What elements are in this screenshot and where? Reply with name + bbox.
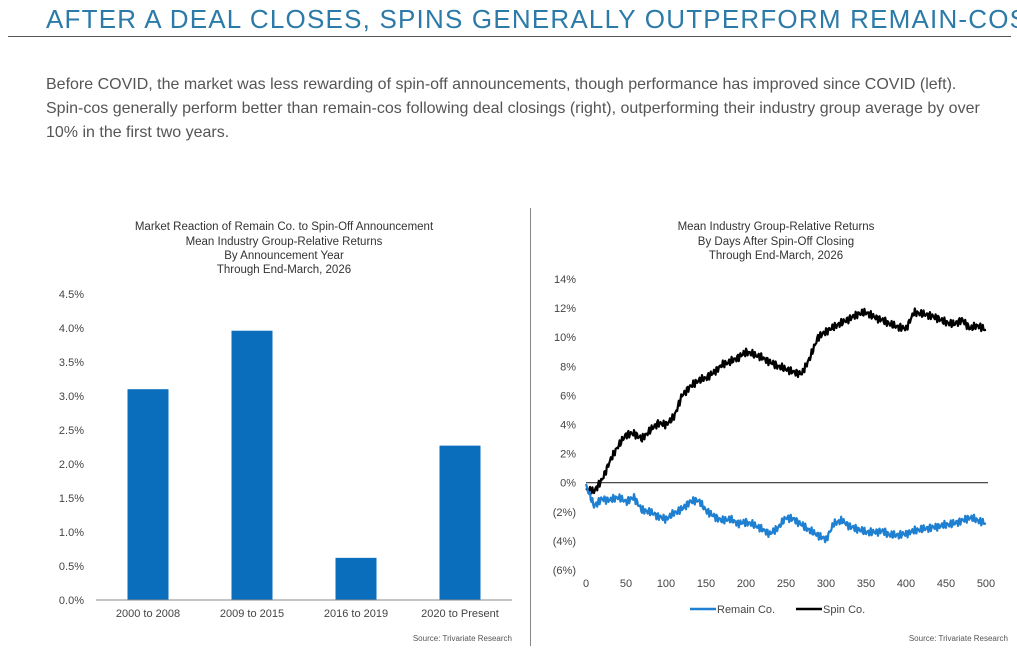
line-y-tick-label: 8%	[560, 361, 576, 373]
bar-y-tick-label: 0.5%	[59, 561, 84, 573]
bar-y-tick-label: 1.0%	[59, 527, 84, 539]
bar-2	[231, 330, 273, 600]
line-chart-title-line-2: By Days After Spin-Off Closing	[698, 236, 854, 248]
bar-chart-title-line-2: Mean Industry Group-Relative Returns	[186, 236, 383, 248]
remain-co-line	[584, 483, 987, 544]
line-y-tick-label: 0%	[560, 478, 576, 490]
bar-series	[127, 330, 481, 600]
page-headline: AFTER A DEAL CLOSES, SPINS GENERALLY OUT…	[46, 4, 1017, 34]
spin-co-line	[585, 307, 987, 495]
legend-remain-label: Remain Co.	[717, 604, 775, 616]
line-x-tick-label: 350	[857, 578, 875, 590]
bar-chart-title-line-4: Through End-March, 2026	[217, 264, 351, 276]
bar-4	[439, 445, 481, 600]
line-y-tick-label: (2%)	[553, 507, 576, 519]
bar-x-tick-label: 2020 to Present	[421, 608, 499, 620]
bar-y-tick-label: 4.5%	[59, 289, 84, 301]
bar-chart: Market Reaction of Remain Co. to Spin-Of…	[59, 221, 512, 643]
line-chart-title-line-3: Through End-March, 2026	[709, 250, 843, 262]
legend-spin-label: Spin Co.	[823, 604, 865, 616]
bar-x-tick-label: 2000 to 2008	[116, 608, 180, 620]
bar-x-axis: 2000 to 2008 2009 to 2015 2016 to 2019 2020…	[116, 608, 499, 620]
bar-1	[127, 389, 169, 600]
line-y-tick-label: 6%	[560, 390, 576, 402]
line-y-tick-label: (6%)	[553, 565, 576, 577]
chart-legend: Remain Co. Spin Co.	[690, 604, 865, 616]
line-x-tick-label: 0	[583, 578, 589, 590]
bar-chart-source: Source: Trivariate Research	[413, 634, 512, 643]
bar-chart-title-line-1: Market Reaction of Remain Co. to Spin-Of…	[135, 221, 434, 233]
line-x-tick-label: 100	[657, 578, 675, 590]
line-x-tick-label: 50	[620, 578, 632, 590]
line-x-tick-label: 500	[977, 578, 995, 590]
bar-y-tick-label: 2.0%	[59, 459, 84, 471]
line-x-tick-label: 300	[817, 578, 835, 590]
line-chart-source: Source: Trivariate Research	[909, 634, 1008, 643]
line-x-tick-label: 250	[777, 578, 795, 590]
line-y-axis: (6%) (4%) (2%) 0% 2% 4% 6% 8% 10% 12% 14%	[553, 274, 576, 577]
line-y-tick-label: 2%	[560, 449, 576, 461]
intro-paragraph: Before COVID, the market was less reward…	[46, 76, 980, 141]
bar-x-tick-label: 2009 to 2015	[220, 608, 284, 620]
bar-3	[335, 557, 377, 600]
line-y-tick-label: 4%	[560, 420, 576, 432]
line-y-tick-label: 12%	[554, 303, 576, 315]
line-x-tick-label: 400	[897, 578, 915, 590]
line-chart-title-line-1: Mean Industry Group-Relative Returns	[678, 221, 875, 233]
bar-y-tick-label: 0.0%	[59, 595, 84, 607]
chart-divider	[530, 208, 531, 646]
headline-rule	[8, 36, 1011, 37]
bar-chart-title-line-3: By Announcement Year	[224, 250, 344, 262]
bar-y-tick-label: 2.5%	[59, 425, 84, 437]
line-x-tick-label: 200	[737, 578, 755, 590]
line-y-tick-label: (4%)	[553, 536, 576, 548]
line-y-tick-label: 10%	[554, 332, 576, 344]
bar-y-tick-label: 4.0%	[59, 323, 84, 335]
line-x-tick-label: 150	[697, 578, 715, 590]
bar-y-tick-label: 3.5%	[59, 357, 84, 369]
bar-y-tick-label: 3.0%	[59, 391, 84, 403]
line-x-axis: 0 50 100 150 200 250 300 350 400 450 500	[583, 578, 995, 590]
bar-y-tick-label: 1.5%	[59, 493, 84, 505]
line-x-tick-label: 450	[937, 578, 955, 590]
bar-y-axis: 0.0% 0.5% 1.0% 1.5% 2.0% 2.5% 3.0% 3.5% 4.0% 4.5%	[59, 289, 84, 607]
line-y-tick-label: 14%	[554, 274, 576, 286]
bar-x-tick-label: 2016 to 2019	[324, 608, 388, 620]
